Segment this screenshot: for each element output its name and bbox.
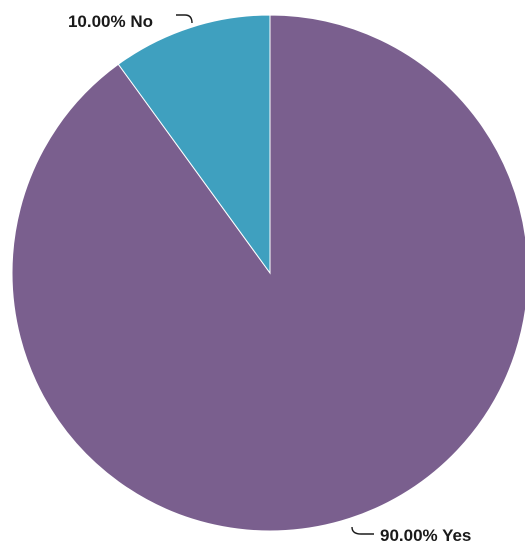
leader-line-no xyxy=(176,14,193,24)
slice-label-yes: 90.00% Yes xyxy=(380,526,471,545)
pie-slice-no xyxy=(117,14,271,275)
slice-label-no: 10.00% No xyxy=(68,12,153,31)
pie-slice-yes xyxy=(11,14,525,532)
leader-line-yes xyxy=(351,526,374,535)
